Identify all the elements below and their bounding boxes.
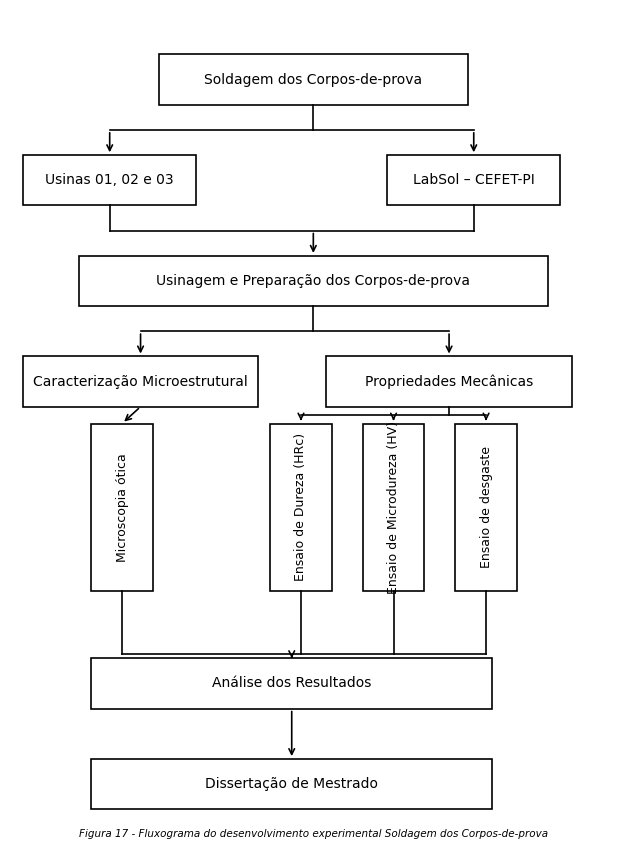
FancyBboxPatch shape [387, 155, 560, 206]
Text: Análise dos Resultados: Análise dos Resultados [212, 677, 371, 690]
FancyBboxPatch shape [326, 357, 572, 407]
FancyBboxPatch shape [91, 424, 153, 591]
Text: Usinagem e Preparação dos Corpos-de-prova: Usinagem e Preparação dos Corpos-de-prov… [156, 274, 470, 288]
Text: Ensaio de desgaste: Ensaio de desgaste [480, 446, 493, 568]
Text: Soldagem dos Corpos-de-prova: Soldagem dos Corpos-de-prova [204, 73, 423, 86]
FancyBboxPatch shape [23, 155, 196, 206]
Text: Ensaio de Microdureza (HV): Ensaio de Microdureza (HV) [387, 421, 400, 594]
FancyBboxPatch shape [455, 424, 517, 591]
Text: Microscopia ótica: Microscopia ótica [116, 453, 128, 562]
Text: Ensaio de Dureza (HRc): Ensaio de Dureza (HRc) [294, 434, 307, 581]
FancyBboxPatch shape [362, 424, 424, 591]
FancyBboxPatch shape [159, 54, 468, 105]
Text: Usinas 01, 02 e 03: Usinas 01, 02 e 03 [46, 174, 174, 187]
Text: LabSol – CEFET-PI: LabSol – CEFET-PI [413, 174, 535, 187]
FancyBboxPatch shape [23, 357, 258, 407]
FancyBboxPatch shape [79, 256, 548, 306]
FancyBboxPatch shape [91, 658, 492, 709]
Text: Dissertação de Mestrado: Dissertação de Mestrado [205, 778, 378, 791]
FancyBboxPatch shape [91, 759, 492, 809]
Text: Propriedades Mecânicas: Propriedades Mecânicas [365, 374, 533, 389]
Text: Figura 17 - Fluxograma do desenvolvimento experimental Soldagem dos Corpos-de-pr: Figura 17 - Fluxograma do desenvolviment… [79, 828, 548, 839]
FancyBboxPatch shape [270, 424, 332, 591]
Text: Caracterização Microestrutural: Caracterização Microestrutural [33, 374, 248, 389]
